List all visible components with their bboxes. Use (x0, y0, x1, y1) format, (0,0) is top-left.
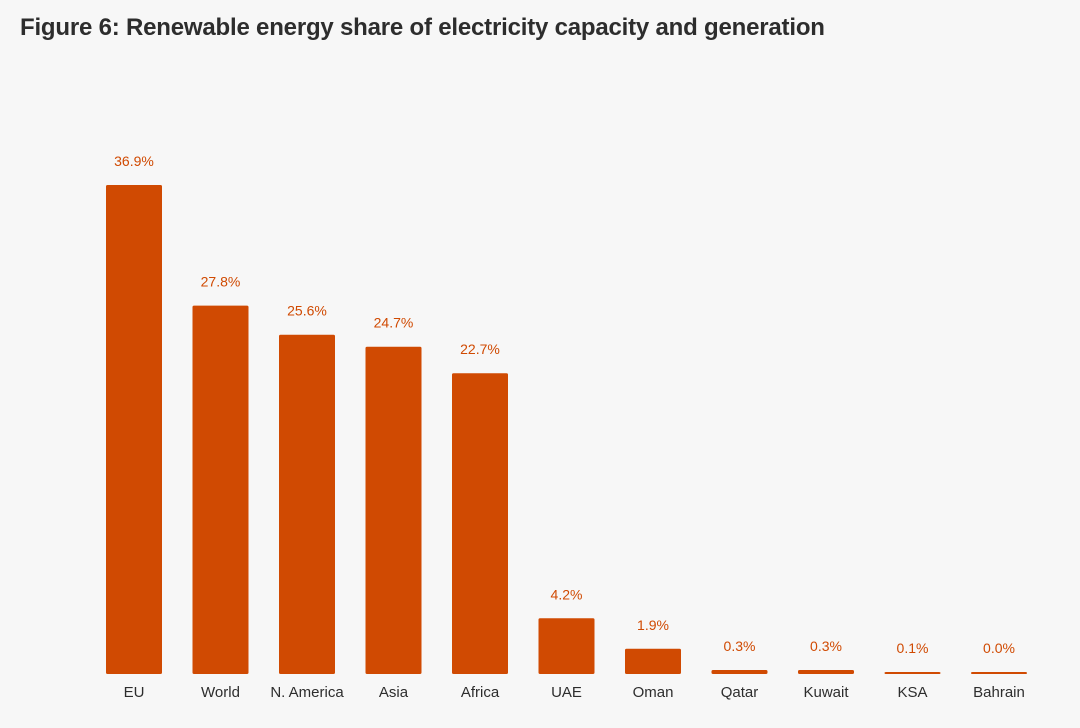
figure-title: Figure 6: Renewable energy share of elec… (20, 14, 825, 41)
bar-kuwait (798, 670, 854, 674)
category-label: N. America (270, 684, 344, 701)
bar-oman (625, 648, 681, 674)
bar-bahrain (971, 672, 1027, 674)
value-label: 4.2% (551, 586, 583, 602)
value-label: 27.8% (201, 274, 241, 290)
category-label: Bahrain (973, 684, 1025, 701)
value-label: 0.3% (724, 638, 756, 654)
value-label: 0.1% (897, 640, 929, 656)
bar-eu (106, 185, 162, 674)
value-label: 25.6% (287, 303, 327, 319)
bar-qatar (711, 670, 768, 674)
value-label: 0.3% (810, 638, 842, 654)
category-label: Africa (461, 684, 500, 701)
category-label: Oman (633, 684, 674, 701)
category-label: EU (124, 684, 145, 701)
bar-world (192, 305, 249, 674)
value-label: 0.0% (983, 640, 1015, 656)
bar-ksa (884, 672, 941, 674)
bar-asia (365, 346, 422, 674)
value-label: 24.7% (374, 315, 414, 331)
value-label: 36.9% (114, 153, 154, 169)
category-label: Asia (379, 684, 409, 701)
bar-africa (452, 373, 508, 674)
bar-n-america (279, 334, 335, 674)
category-label: KSA (897, 684, 927, 701)
bar-uae (538, 618, 595, 674)
category-label: Kuwait (803, 684, 849, 701)
value-label: 1.9% (637, 617, 669, 633)
category-label: World (201, 684, 240, 701)
category-label: Qatar (721, 684, 759, 701)
value-label: 22.7% (460, 341, 500, 357)
category-label: UAE (551, 684, 582, 701)
